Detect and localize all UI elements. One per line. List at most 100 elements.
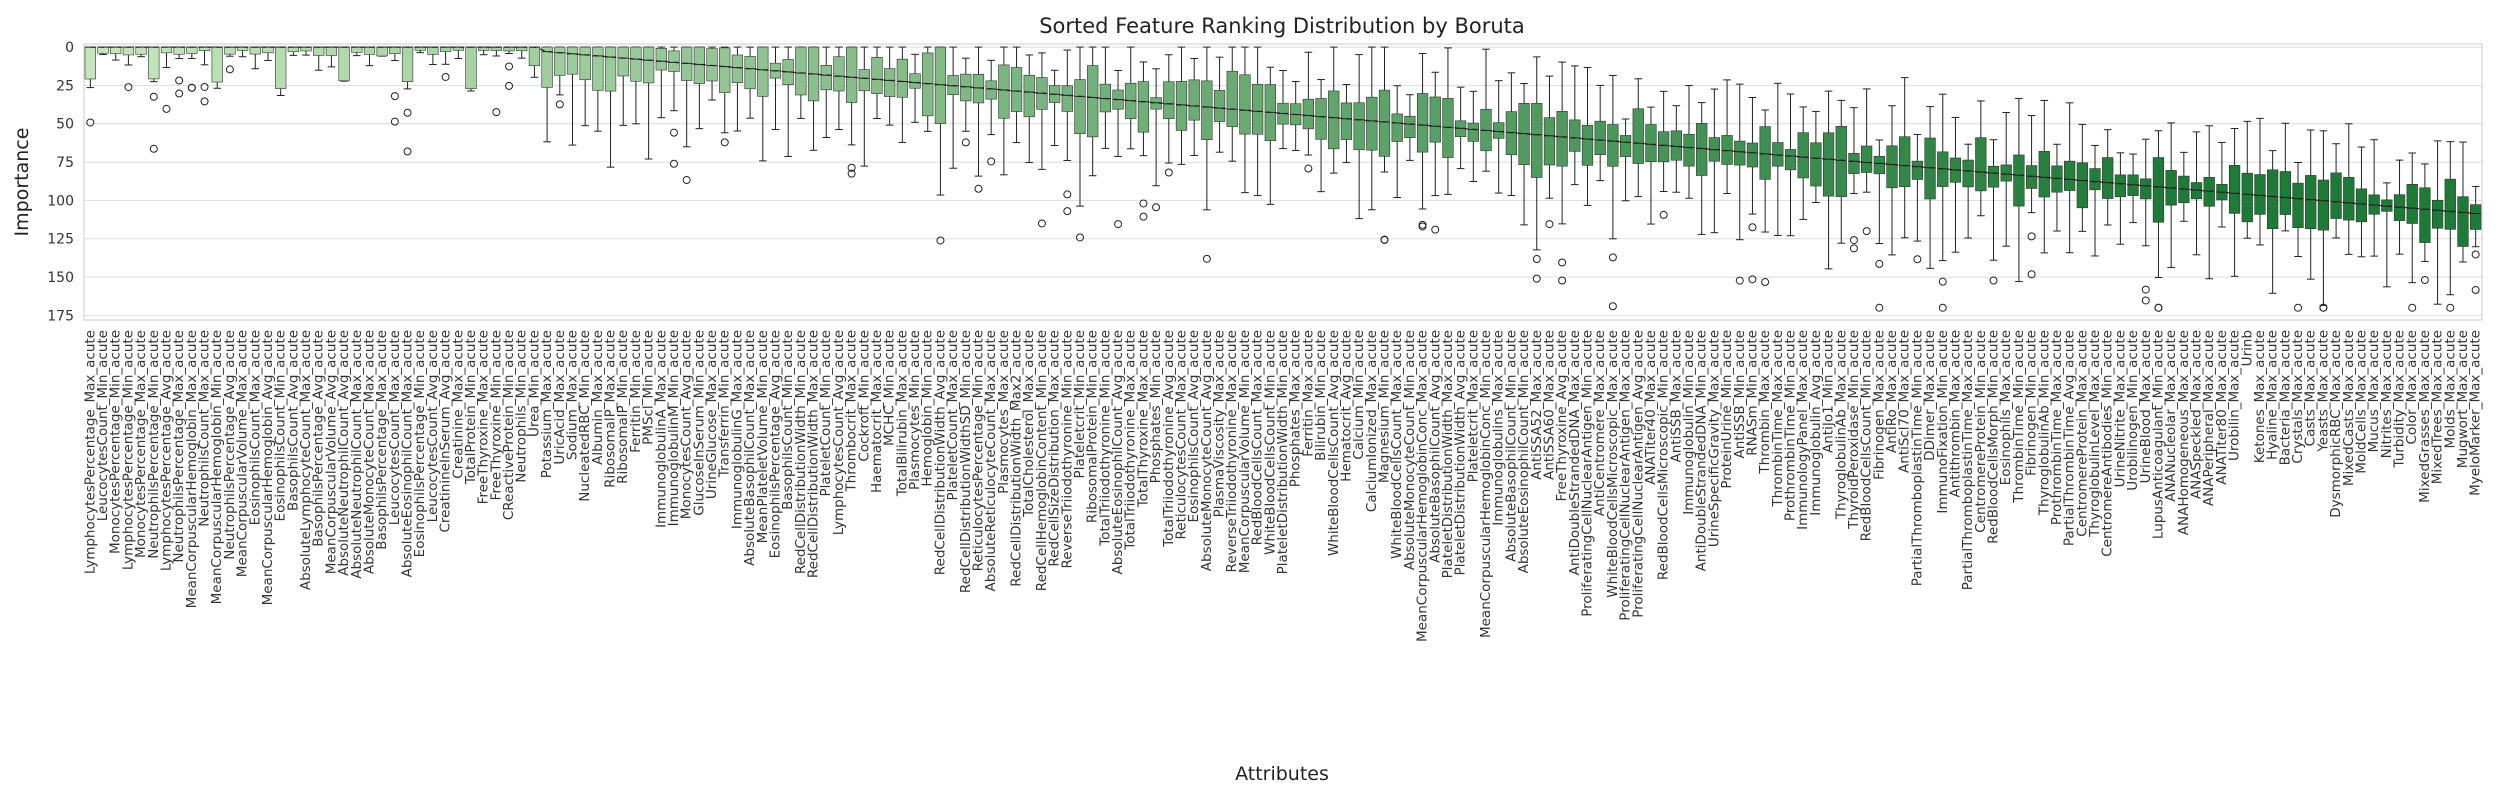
- box-group: [1746, 96, 1759, 284]
- box: [871, 56, 883, 94]
- box: [2114, 174, 2127, 198]
- box-group: [1213, 56, 1226, 153]
- outlier-point: [1532, 255, 1541, 264]
- outlier-point: [403, 108, 412, 117]
- x-tick-label: ThyroglobulinLevel_Max_acute: [2087, 330, 2103, 538]
- x-tick-label: RedBloodCellsCount_Max_acute: [1250, 330, 1266, 545]
- x-tick-label: RedBloodCellsMorph_Min_acute: [1986, 330, 2002, 544]
- x-tick-label: CentromereProtein_Min_acute: [1973, 330, 1989, 533]
- box: [2025, 165, 2038, 189]
- box: [2140, 178, 2152, 200]
- x-tick-label: CentromereProtein_Max_acute: [2074, 330, 2090, 537]
- outlier-point: [1913, 255, 1922, 264]
- x-tick-label: CreatinineInSerum_Avg_acute: [438, 330, 454, 533]
- box-group: [478, 46, 490, 56]
- box-group: [490, 46, 502, 117]
- box-group: [1264, 66, 1276, 205]
- outlier-point: [1063, 207, 1072, 216]
- x-tick-label: Phosphates_Min_acute: [1148, 330, 1164, 483]
- x-tick-label: RedCellDistributionWidth_Max2_acute: [1009, 330, 1025, 587]
- x-tick-label: PlateletDistributionWidth_Avg_acute: [1453, 330, 1469, 575]
- x-tick-label: Mugwort_Max_acute: [2455, 330, 2471, 468]
- box-group: [275, 46, 287, 97]
- box: [2470, 204, 2482, 230]
- box-group: [1848, 107, 1860, 253]
- x-tick-label: Crystals_Max_acute: [2290, 330, 2306, 464]
- box: [148, 46, 160, 80]
- x-tick-label: ThrombinTime_Min_acute: [2011, 330, 2027, 504]
- x-tick-label: AbsoluteNeutrophilCount_Avg_acute: [336, 330, 352, 576]
- box: [1772, 142, 1784, 167]
- outlier-point: [1545, 220, 1554, 229]
- box-group: [1290, 81, 1302, 151]
- box: [706, 48, 718, 82]
- box-group: [592, 46, 604, 132]
- box-group: [909, 53, 921, 123]
- x-tick-label: Casts_Max_acute: [2303, 330, 2319, 446]
- box-group: [1163, 54, 1175, 177]
- x-tick-label: Fibrinogen_Max_acute: [1871, 330, 1887, 480]
- box: [820, 65, 832, 91]
- outlier-point: [149, 92, 158, 101]
- box-group: [2317, 130, 2330, 312]
- x-tick-label: AntiSSB_Max_acute: [1668, 330, 1684, 463]
- x-tick-label: Neutrophils_Min_acute: [514, 330, 530, 483]
- outlier-point: [390, 117, 399, 126]
- box-group: [1150, 68, 1162, 212]
- outlier-point: [1075, 233, 1084, 242]
- box: [1581, 125, 1594, 166]
- outlier-point: [149, 144, 158, 153]
- box-group: [1645, 106, 1657, 225]
- box: [998, 64, 1010, 119]
- box-group: [376, 46, 388, 57]
- x-tick-label: TotalTriiodothyronine_Min_acute: [1097, 330, 1113, 547]
- x-tick-label: Phosphates_Max_acute: [1288, 330, 1304, 487]
- x-tick-label: WhiteBloodCellsMicroscopic_Max_acute: [1605, 330, 1621, 598]
- box: [1531, 103, 1543, 178]
- outlier-point: [1202, 254, 1211, 263]
- y-tick-label: 25: [56, 78, 74, 94]
- x-tick-label: ANATiter40_Max_acute: [1643, 330, 1659, 485]
- box: [1010, 67, 1023, 112]
- x-tick-label: Bacteria_Max_acute: [2277, 330, 2293, 465]
- box: [528, 46, 541, 66]
- x-tick-label: RibosomalP_Min_acute: [615, 330, 631, 484]
- x-tick-label: ThyroglobulinAb_Max_acute: [1833, 330, 1849, 520]
- box-group: [541, 46, 553, 143]
- outlier-point: [441, 72, 450, 81]
- box-group: [414, 46, 426, 54]
- x-tick-label: Hematocrit_Avg_acute: [1338, 330, 1354, 482]
- outlier-point: [1608, 302, 1617, 311]
- x-tick-label: EosinophilsPercentage_Min_acute: [412, 330, 428, 557]
- box-group: [1277, 69, 1289, 150]
- box-group: [2330, 143, 2342, 239]
- box: [1366, 96, 1378, 151]
- x-tick-label: NeutrophilsPercentage_Max_acute: [171, 330, 187, 563]
- box-group: [2228, 128, 2241, 277]
- box: [642, 46, 655, 84]
- box: [2355, 188, 2368, 223]
- box: [439, 46, 452, 52]
- box-group: [427, 46, 439, 66]
- box: [1822, 132, 1835, 197]
- box: [1632, 108, 1644, 164]
- box-group: [2343, 123, 2355, 255]
- box-group: [2355, 146, 2368, 258]
- box: [2292, 182, 2304, 228]
- x-tick-label: ReverseTriiodothyronine_Max_acute: [1224, 330, 1240, 572]
- box: [1797, 132, 1809, 179]
- x-tick-label: Calcium_Min_acute: [1351, 330, 1367, 460]
- x-tick-label: Bilirubin_Min_acute: [1313, 330, 1329, 461]
- x-tick-label: ProliferatingCellNuclearAntigen_Max_acut…: [1618, 330, 1634, 621]
- box: [249, 46, 261, 55]
- x-tick-label: PartialThrombinTime_Avg_acute: [2062, 330, 2078, 546]
- x-tick-label: PlateletCount_Min_acute: [818, 330, 834, 497]
- box-group: [2190, 131, 2203, 256]
- box-group: [1442, 47, 1454, 195]
- x-tick-label: RibosomalP_Max_acute: [603, 330, 619, 488]
- box: [744, 56, 756, 90]
- box-group: [2254, 117, 2266, 246]
- box-group: [2279, 122, 2291, 232]
- x-tick-label: Immunoglobulins_Max_acute: [1491, 330, 1507, 526]
- box-group: [1480, 48, 1492, 172]
